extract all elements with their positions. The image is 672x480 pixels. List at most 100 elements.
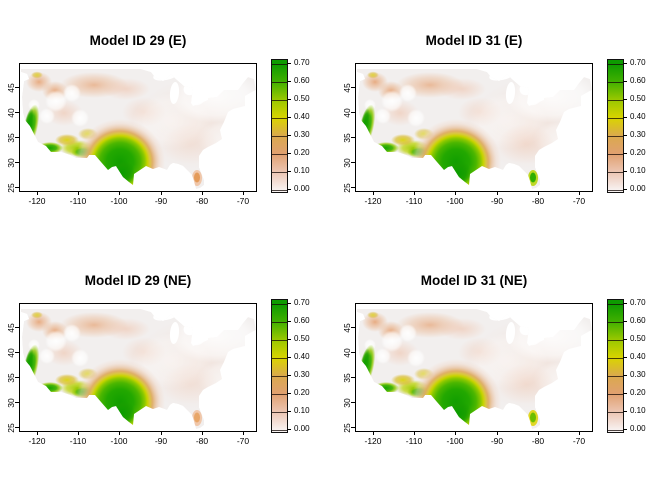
x-tick-mark	[579, 431, 580, 435]
legend-tick-label: 0.20	[630, 148, 646, 157]
legend-tick-mark	[287, 153, 291, 154]
legend-tick-label: 0.70	[294, 298, 310, 307]
legend-tick-label: 0.30	[630, 370, 646, 379]
legend-break-line	[608, 430, 623, 431]
y-tick-mark	[351, 377, 355, 378]
us-raster-map	[21, 69, 256, 189]
y-tick-mark	[15, 402, 19, 403]
x-tick-mark	[414, 431, 415, 435]
map-clip-group	[21, 309, 256, 429]
map-panel: Model ID 29 (NE) -120 -110 -100 -90	[0, 240, 336, 480]
legend-tick-label: 0.30	[630, 130, 646, 139]
y-tick-label: 45	[342, 323, 352, 333]
legend-tick-mark	[287, 117, 291, 118]
florida-hotspot-core	[194, 172, 200, 183]
florida-hotspot-core	[194, 412, 200, 423]
y-tick-mark	[351, 327, 355, 328]
x-tick-label: -90	[490, 436, 504, 446]
y-tick-mark	[15, 327, 19, 328]
southeast-tint-blob	[162, 124, 218, 164]
legend-break-line	[272, 82, 287, 83]
legend-break-line	[608, 172, 623, 173]
legend-break-line	[608, 412, 623, 413]
map-panel: Model ID 29 (E) -120 -110 -100 -90	[0, 0, 336, 240]
x-tick-mark	[373, 191, 374, 195]
y-tick-mark	[351, 187, 355, 188]
x-tick-mark	[119, 431, 120, 435]
us-raster-map	[357, 309, 592, 429]
legend-colorbar	[271, 59, 288, 193]
legend-break-line	[608, 358, 623, 359]
us-raster-map	[21, 309, 256, 429]
legend-break-line	[272, 64, 287, 65]
us-raster-map	[357, 69, 592, 189]
legend-break-line	[272, 430, 287, 431]
y-tick-mark	[15, 137, 19, 138]
legend-break-line	[272, 412, 287, 413]
map-clip-group	[21, 69, 256, 189]
legend-tick-label: 0.10	[630, 166, 646, 175]
legend-tick-mark	[623, 393, 627, 394]
y-tick-mark	[351, 87, 355, 88]
y-tick-mark	[351, 162, 355, 163]
legend-tick-label: 0.20	[294, 388, 310, 397]
y-tick-mark	[351, 137, 355, 138]
legend-break-line	[272, 190, 287, 191]
x-tick-mark	[455, 431, 456, 435]
legend-tick-label: 0.00	[630, 424, 646, 433]
legend-tick-label: 0.60	[630, 76, 646, 85]
legend-tick-label: 0.70	[294, 58, 310, 67]
x-tick-label: -100	[110, 436, 128, 446]
legend-tick-mark	[623, 321, 627, 322]
x-tick-label: -70	[572, 196, 586, 206]
legend-break-line	[608, 190, 623, 191]
x-tick-label: -110	[405, 196, 423, 206]
legend-colorbar	[607, 299, 624, 433]
legend-break-line	[608, 322, 623, 323]
x-tick-mark	[202, 431, 203, 435]
x-tick-mark	[37, 191, 38, 195]
plot-box	[355, 303, 593, 432]
y-tick-label: 45	[342, 83, 352, 93]
legend-tick-label: 0.50	[294, 94, 310, 103]
legend-tick-label: 0.30	[294, 370, 310, 379]
x-tick-mark	[202, 191, 203, 195]
legend-tick-mark	[287, 99, 291, 100]
legend-tick-label: 0.20	[294, 148, 310, 157]
legend-tick-mark	[623, 81, 627, 82]
legend-tick-label: 0.60	[630, 316, 646, 325]
y-tick-mark	[15, 427, 19, 428]
x-tick-mark	[373, 431, 374, 435]
legend-tick-label: 0.40	[294, 352, 310, 361]
legend-tick-mark	[287, 189, 291, 190]
legend-tick-mark	[623, 429, 627, 430]
legend-break-line	[272, 154, 287, 155]
legend-tick-label: 0.20	[630, 388, 646, 397]
y-tick-mark	[15, 377, 19, 378]
x-tick-label: -100	[446, 196, 464, 206]
legend-tick-mark	[623, 135, 627, 136]
legend-break-line	[608, 118, 623, 119]
map-clip-group	[357, 69, 592, 189]
legend-tick-label: 0.10	[294, 166, 310, 175]
x-tick-mark	[161, 191, 162, 195]
x-tick-mark	[538, 431, 539, 435]
legend-tick-mark	[287, 339, 291, 340]
x-tick-label: -100	[110, 196, 128, 206]
legend-break-line	[608, 340, 623, 341]
x-tick-mark	[119, 191, 120, 195]
x-tick-mark	[243, 191, 244, 195]
x-tick-mark	[78, 431, 79, 435]
legend-tick-mark	[287, 303, 291, 304]
legend-tick-label: 0.00	[630, 184, 646, 193]
x-tick-label: -80	[531, 196, 545, 206]
legend-tick-label: 0.00	[294, 184, 310, 193]
legend-tick-mark	[287, 357, 291, 358]
legend-break-line	[272, 100, 287, 101]
legend-break-line	[272, 136, 287, 137]
x-tick-label: -80	[195, 196, 209, 206]
legend-tick-mark	[623, 63, 627, 64]
legend-break-line	[608, 394, 623, 395]
legend-break-line	[608, 154, 623, 155]
legend-tick-label: 0.50	[294, 334, 310, 343]
